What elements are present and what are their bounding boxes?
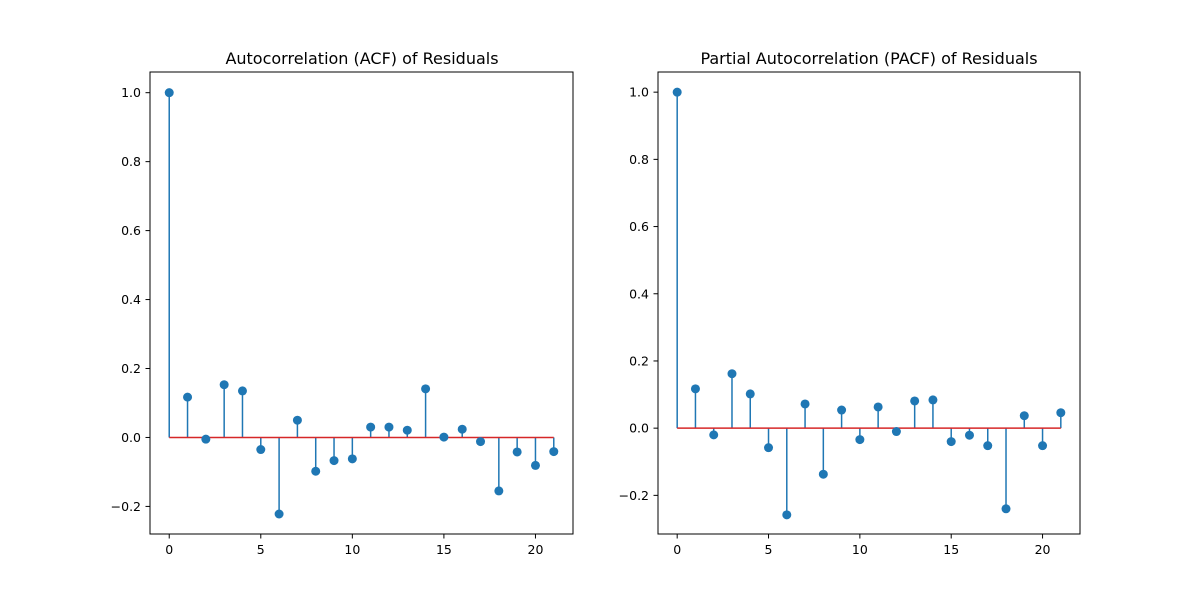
pacf-marker-6 [782,510,792,520]
pacf-marker-1 [690,384,700,394]
pacf-marker-3 [727,369,737,379]
acf-marker-16 [457,424,467,434]
pacf-marker-11 [873,402,883,412]
acf-marker-2 [201,434,211,444]
acf-ytick-label-4: 0.6 [121,223,141,238]
pacf-ytick-label-5: 0.8 [629,152,649,167]
pacf-ytick-label-1: 0.0 [629,421,649,436]
acf-marker-17 [476,437,486,447]
acf-marker-5 [256,445,266,455]
pacf-marker-7 [800,399,810,409]
pacf-marker-14 [928,395,938,405]
pacf-ytick-label-0: −0.2 [619,488,649,503]
acf-marker-11 [366,422,376,432]
acf-marker-9 [329,456,339,466]
acf-marker-10 [347,454,357,464]
acf-xtick-label-0: 0 [165,542,173,557]
pacf-marker-16 [964,430,974,440]
acf-marker-18 [494,486,504,496]
acf-xtick-label-5: 5 [257,542,265,557]
pacf-marker-12 [891,427,901,437]
acf-marker-3 [219,380,229,390]
pacf-marker-0 [672,87,682,97]
pacf-marker-17 [983,441,993,451]
pacf-marker-2 [709,430,719,440]
acf-ytick-label-3: 0.4 [121,292,141,307]
acf-ytick-label-1: 0.0 [121,430,141,445]
pacf-axes-frame [657,71,1081,535]
acf-xtick-label-20: 20 [528,542,544,557]
pacf-marker-9 [837,405,847,415]
pacf-marker-19 [1019,411,1029,421]
pacf-ytick-label-2: 0.2 [629,353,649,368]
acf-ytick-label-0: −0.2 [111,499,141,514]
acf-panel: Autocorrelation (ACF) of Residuals 0 5 10 1… [111,49,574,557]
acf-marker-4 [237,386,247,396]
acf-ytick-label-2: 0.2 [121,361,141,376]
pacf-marker-21 [1056,408,1066,418]
acf-chart-title: Autocorrelation (ACF) of Residuals [225,49,498,68]
pacf-xtick-label-20: 20 [1035,542,1051,557]
acf-ytick-label-5: 0.8 [121,154,141,169]
pacf-xtick-label-15: 15 [943,542,959,557]
pacf-marker-4 [745,389,755,399]
pacf-marker-18 [1001,504,1011,514]
pacf-xtick-label-0: 0 [673,542,681,557]
acf-marker-8 [311,466,321,476]
pacf-xtick-label-5: 5 [765,542,773,557]
acf-ytick-label-6: 1.0 [121,85,141,100]
acf-marker-6 [274,509,284,519]
acf-marker-15 [439,432,449,442]
pacf-ytick-label-6: 1.0 [629,85,649,100]
acf-marker-12 [384,422,394,432]
pacf-xtick-label-10: 10 [852,542,868,557]
pacf-chart-title: Partial Autocorrelation (PACF) of Residu… [700,49,1037,68]
acf-marker-0 [164,88,174,98]
acf-marker-1 [183,392,193,402]
pacf-marker-20 [1038,441,1048,451]
pacf-marker-15 [946,437,956,447]
acf-marker-14 [421,384,431,394]
acf-axes-frame [149,71,574,535]
acf-marker-19 [512,447,522,457]
pacf-marker-5 [764,443,774,453]
acf-xtick-label-10: 10 [344,542,360,557]
acf-marker-7 [292,415,302,425]
pacf-marker-13 [910,396,920,406]
pacf-panel: Partial Autocorrelation (PACF) of Residu… [619,49,1081,557]
pacf-ytick-label-3: 0.4 [629,286,649,301]
acf-marker-13 [402,425,412,435]
pacf-ytick-label-4: 0.6 [629,219,649,234]
acf-marker-20 [530,460,540,470]
acf-marker-21 [549,447,559,457]
pacf-marker-10 [855,435,865,445]
pacf-marker-8 [818,469,828,479]
acf-xtick-label-15: 15 [436,542,452,557]
